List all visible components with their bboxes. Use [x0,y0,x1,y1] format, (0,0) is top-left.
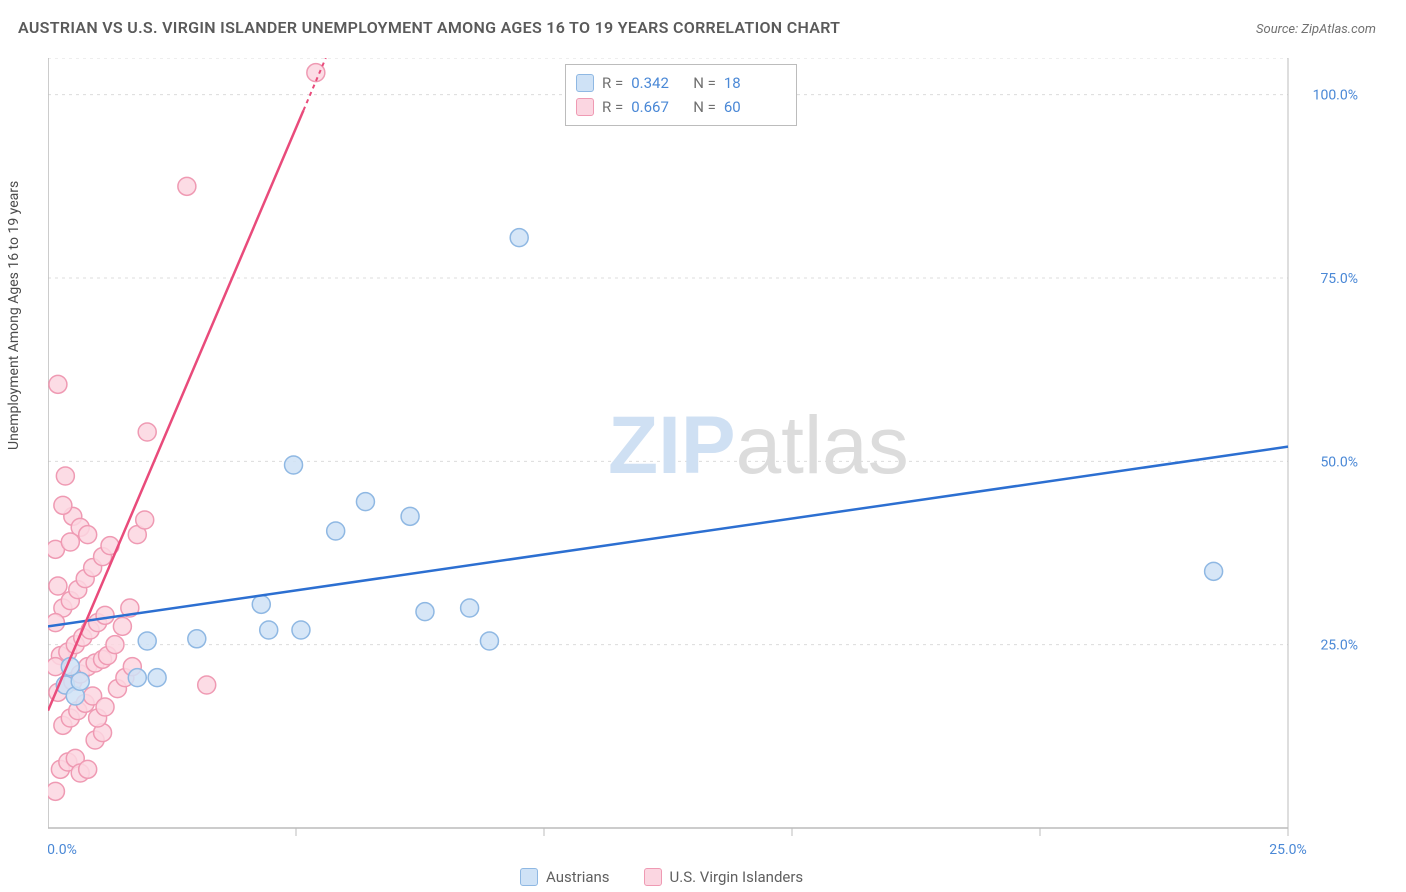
swatch-usvi [576,98,594,116]
r-label: R = [602,95,623,119]
r-value-usvi: 0.667 [631,95,685,119]
r-label: R = [602,71,623,95]
y-axis-label: Unemployment Among Ages 16 to 19 years [6,181,22,450]
svg-text:0.0%: 0.0% [48,842,77,858]
legend-label: U.S. Virgin Islanders [670,868,804,886]
chart-title: AUSTRIAN VS U.S. VIRGIN ISLANDER UNEMPLO… [18,18,840,37]
swatch-austrian [520,868,538,886]
source-attribution: Source: ZipAtlas.com [1256,22,1376,37]
r-value-austrian: 0.342 [631,71,685,95]
svg-text:25.0%: 25.0% [1320,638,1358,654]
n-label: N = [693,95,716,119]
n-label: N = [693,71,716,95]
svg-text:ZIPatlas: ZIPatlas [608,400,909,491]
svg-text:75.0%: 75.0% [1320,271,1358,287]
legend-item-usvi: U.S. Virgin Islanders [644,868,804,886]
scatter-chart: 25.0% 50.0% 75.0% 100.0% 0.0% 25.0% ZIPatlas [48,58,1376,858]
legend-item-austrian: Austrians [520,868,610,886]
series-legend: Austrians U.S. Virgin Islanders [520,868,803,886]
correlation-stats-box: R = 0.342 N = 18 R = 0.667 N = 60 [565,64,797,126]
swatch-austrian [576,74,594,92]
stats-row-austrian: R = 0.342 N = 18 [576,71,778,95]
n-value-austrian: 18 [724,71,778,95]
legend-label: Austrians [546,868,610,886]
svg-text:50.0%: 50.0% [1320,454,1358,470]
svg-text:25.0%: 25.0% [1269,842,1307,858]
svg-text:100.0%: 100.0% [1313,88,1358,104]
swatch-usvi [644,868,662,886]
chart-area: 25.0%50.0%75.0%100.0%0.0%25.0%ZIPatlas [48,58,1376,828]
stats-row-usvi: R = 0.667 N = 60 [576,95,778,119]
n-value-usvi: 60 [724,95,778,119]
